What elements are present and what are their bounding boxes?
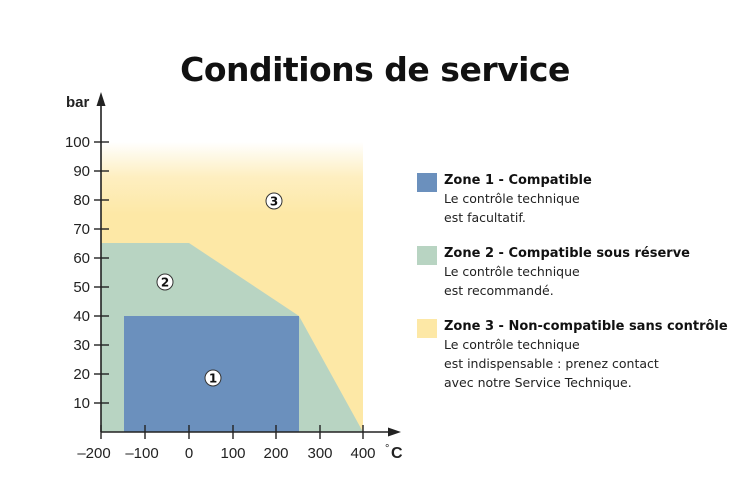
svg-text:3: 3 xyxy=(270,195,278,209)
x-tick-label: –200 xyxy=(77,445,110,462)
y-tick-label: 70 xyxy=(73,221,90,238)
y-axis: 100 90 80 70 60 50 40 30 20 10 bar xyxy=(65,92,109,432)
legend-title: Zone 2 - Compatible sous réserve xyxy=(444,246,690,261)
zone-2-marker: 2 xyxy=(156,273,174,291)
y-tick-label: 90 xyxy=(73,163,90,180)
x-tick-label: 300 xyxy=(307,445,332,462)
y-tick-label: 100 xyxy=(65,134,90,151)
y-tick-label: 80 xyxy=(73,192,90,209)
y-tick-label: 40 xyxy=(73,308,90,325)
x-tick-label: 0 xyxy=(185,445,193,462)
legend-description: Le contrôle technique est indispensable … xyxy=(444,337,659,390)
legend: Zone 1 - Compatible Le contrôle techniqu… xyxy=(417,172,747,410)
svg-text:1: 1 xyxy=(209,372,217,386)
legend-description: Le contrôle technique est facultatif. xyxy=(444,191,580,225)
zone-2-swatch xyxy=(417,246,437,265)
legend-item-zone-3: Zone 3 - Non-compatible sans contrôle Le… xyxy=(417,318,747,392)
y-tick-label: 60 xyxy=(73,250,90,267)
legend-item-zone-1: Zone 1 - Compatible Le contrôle techniqu… xyxy=(417,172,747,227)
y-tick-label: 10 xyxy=(73,395,90,412)
y-tick-label: 50 xyxy=(73,279,90,296)
chart-title: Conditions de service xyxy=(180,50,570,89)
x-axis: –200 –100 0 100 200 300 400 ° C xyxy=(77,425,403,462)
y-tick-label: 30 xyxy=(73,337,90,354)
y-tick-label: 20 xyxy=(73,366,90,383)
legend-item-zone-2: Zone 2 - Compatible sous réserve Le cont… xyxy=(417,245,747,300)
svg-text:2: 2 xyxy=(161,276,169,290)
x-tick-label: 400 xyxy=(350,445,375,462)
zone-3-swatch xyxy=(417,319,437,338)
zone-3-marker: 3 xyxy=(265,192,283,210)
x-tick-label: 100 xyxy=(220,445,245,462)
x-tick-label: –100 xyxy=(125,445,158,462)
x-axis-unit: C xyxy=(391,445,403,462)
legend-title: Zone 3 - Non-compatible sans contrôle xyxy=(444,319,728,334)
x-axis-degree: ° xyxy=(385,443,389,455)
legend-title: Zone 1 - Compatible xyxy=(444,173,592,188)
y-axis-label: bar xyxy=(66,94,90,111)
legend-description: Le contrôle technique est recommandé. xyxy=(444,264,580,298)
zone-1-marker: 1 xyxy=(204,369,222,387)
zone-1-swatch xyxy=(417,173,437,192)
x-tick-label: 200 xyxy=(263,445,288,462)
